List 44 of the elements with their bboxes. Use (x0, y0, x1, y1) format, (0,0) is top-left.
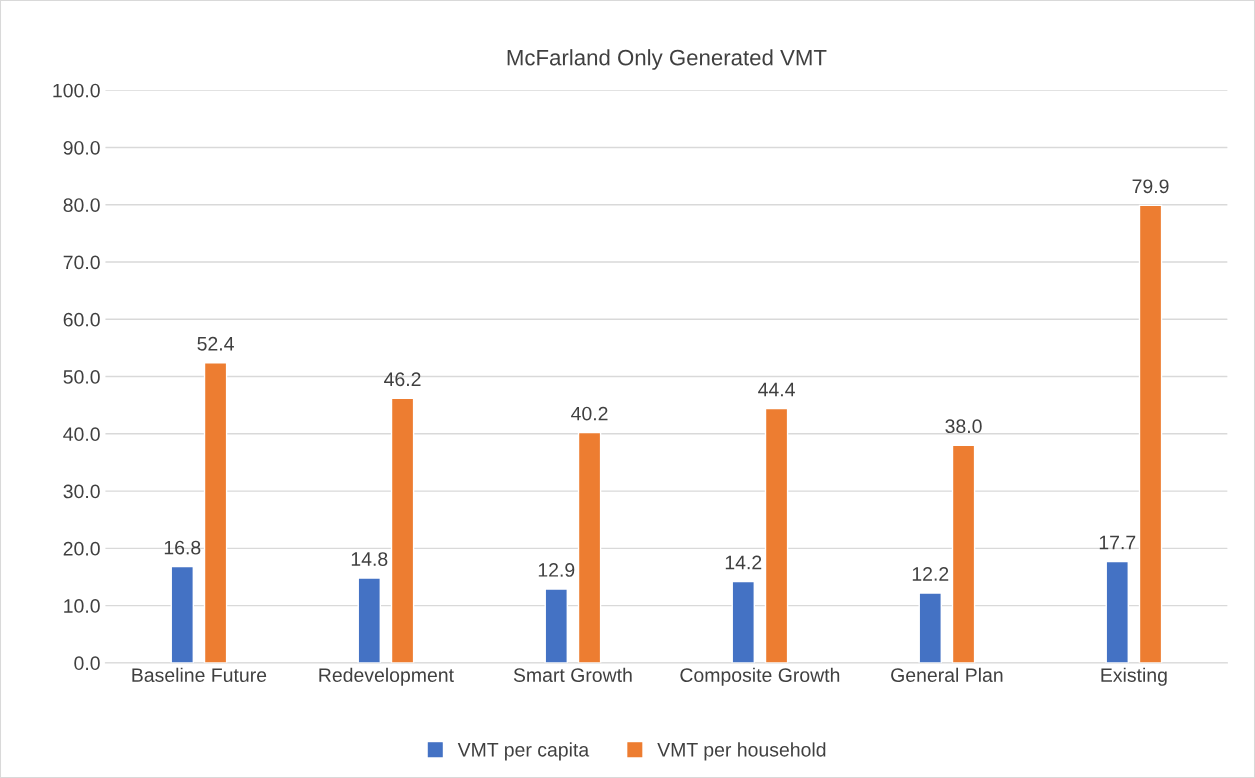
bar (544, 588, 568, 663)
bar (170, 565, 195, 663)
bar (764, 407, 789, 663)
bar (918, 592, 942, 663)
data-label: 44.4 (758, 382, 795, 397)
data-label: 12.2 (912, 567, 949, 581)
y-tick-label: 20.0 (63, 541, 100, 556)
x-tick-label: Existing (1101, 667, 1167, 686)
x-tick-label: Redevelopment (319, 667, 454, 686)
data-label: 38.0 (945, 419, 982, 434)
bar (357, 577, 381, 663)
legend-label: VMT per household (657, 742, 826, 761)
data-label: 12.9 (538, 563, 575, 577)
bar (390, 397, 415, 663)
y-tick-label: 10.0 (64, 599, 100, 613)
x-tick-label: Smart Growth (513, 667, 632, 682)
data-label: 14.2 (725, 555, 762, 570)
bar (951, 444, 976, 663)
bar (577, 431, 602, 663)
bar (731, 580, 755, 663)
bar (1138, 204, 1163, 663)
data-label: 46.2 (384, 372, 421, 387)
y-tick-label: 90.0 (63, 140, 100, 155)
bar (203, 362, 228, 663)
y-tick-label: 60.0 (63, 312, 100, 327)
data-label: 40.2 (571, 406, 608, 421)
x-tick-label: Composite Growth (680, 667, 840, 686)
y-tick-label: 80.0 (63, 198, 100, 213)
data-label: 79.9 (1132, 179, 1169, 194)
data-label: 16.8 (164, 540, 201, 555)
bar (1105, 560, 1129, 663)
y-tick-label: 100.0 (53, 83, 100, 98)
data-label: 52.4 (197, 336, 234, 351)
y-tick-label: 50.0 (63, 370, 100, 384)
x-tick-label: General Plan (891, 667, 1003, 682)
y-tick-label: 30.0 (63, 484, 100, 499)
x-tick-label: Baseline Future (132, 667, 267, 682)
y-tick-label: 70.0 (63, 255, 100, 270)
data-label: 17.7 (1099, 535, 1136, 550)
y-tick-label: 40.0 (63, 427, 100, 442)
legend-label: VMT per capita (457, 742, 590, 761)
data-label: 14.8 (351, 552, 388, 566)
y-tick-label: 0.0 (74, 656, 100, 671)
chart-title: McFarland Only Generated VMT (507, 49, 827, 70)
